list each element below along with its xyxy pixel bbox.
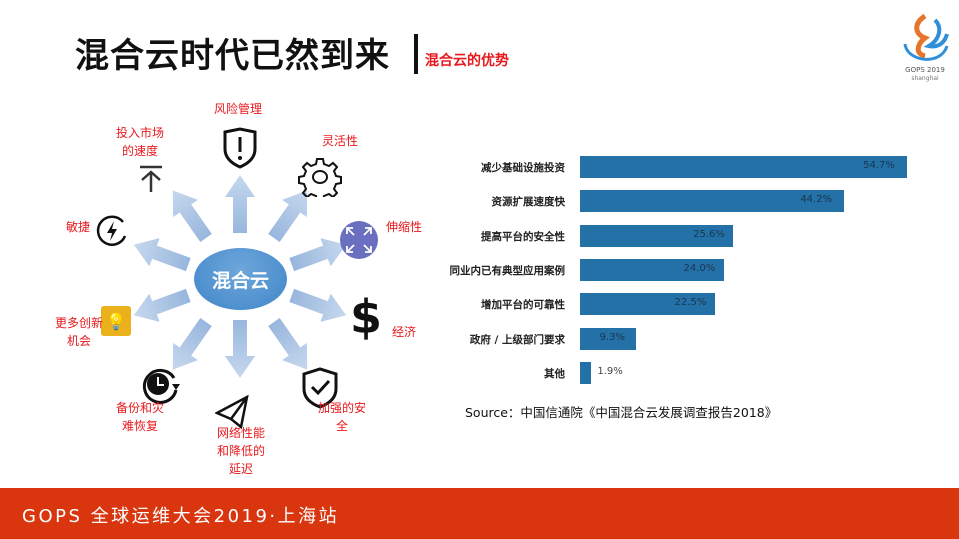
footer-bar: GOPS 全球运维大会2019·上海站	[0, 488, 959, 539]
bar	[580, 327, 636, 350]
bar-chart: 减少基础设施投资 54.7% 资源扩展速度快 44.2% 提高平台的安全性 25.6% 同业…	[420, 150, 930, 390]
label-scalability: 伸缩性	[386, 220, 423, 234]
gear-icon	[298, 158, 342, 197]
category-label: 其他	[544, 367, 565, 380]
upload-arrow-icon	[140, 165, 162, 192]
category-label: 政府 / 上级部门要求	[469, 333, 565, 346]
label-agility: 敏捷	[66, 220, 91, 234]
data-label: 24.0%	[683, 262, 716, 274]
lightning-circle-icon	[96, 215, 127, 246]
data-label: 25.6%	[693, 228, 725, 240]
arrow-1	[268, 190, 308, 242]
arrow-6	[172, 318, 212, 370]
bar	[580, 156, 908, 178]
data-label: 9.3%	[599, 331, 626, 343]
hybrid-cloud-diagram: 混合云 $ 💡 风险管理 灵活性 伸缩性 经济 加强的安全 网络性能和降低的延迟…	[0, 0, 480, 488]
page-title: 混合云时代已然到来	[75, 36, 390, 76]
label-flexibility: 灵活性	[322, 134, 359, 148]
bar	[580, 190, 845, 213]
arrow-9	[172, 190, 212, 242]
data-label: 44.2%	[800, 194, 833, 206]
hybrid-cloud-hub: 混合云	[194, 248, 287, 310]
bar	[580, 361, 592, 384]
lightbulb-icon: 💡	[101, 306, 131, 336]
bar	[580, 258, 724, 281]
title-divider	[414, 34, 418, 74]
svg-text:GOPS 2019: GOPS 2019	[905, 66, 945, 74]
label-backup-recovery: 备份和灾难恢复	[115, 401, 164, 433]
arrow-0	[225, 175, 255, 233]
arrow-4	[268, 318, 308, 370]
data-label: 54.7%	[863, 160, 895, 171]
arrows-layer	[133, 175, 347, 378]
label-network-performance: 网络性能和降低的延迟	[216, 426, 265, 476]
bar	[580, 224, 734, 247]
shield-check-icon	[302, 367, 338, 409]
label-time-to-market: 投入市场的速度	[115, 126, 164, 158]
label-economy: 经济	[392, 325, 417, 339]
svg-text:shanghai: shanghai	[911, 75, 939, 82]
arrow-2	[289, 238, 347, 272]
bar	[580, 293, 715, 316]
category-label: 增加平台的可靠性	[481, 299, 565, 312]
category-label: 减少基础设施投资	[481, 162, 565, 174]
arrow-7	[133, 288, 191, 322]
arrow-8	[133, 238, 191, 272]
label-innovation: 更多创新机会	[54, 316, 103, 348]
clock-refresh-icon	[142, 368, 180, 404]
arrow-5	[225, 320, 255, 378]
label-risk-management: 风险管理	[214, 102, 263, 116]
data-label: 22.5%	[674, 297, 707, 309]
source-note: Source：中国信通院《中国混合云发展调查报告2018》	[465, 405, 778, 420]
paper-plane-icon	[215, 395, 249, 430]
dollar-icon: $	[350, 290, 383, 344]
page-subtitle: 混合云的优势	[425, 53, 509, 69]
shield-exclamation-icon	[223, 127, 257, 169]
footer-text: GOPS 全球运维大会2019·上海站	[22, 506, 340, 527]
arrow-3	[289, 288, 347, 322]
category-label: 同业内已有典型应用案例	[449, 264, 566, 277]
category-label: 提高平台的安全性	[481, 230, 565, 243]
label-enhanced-security: 加强的安全	[317, 401, 366, 433]
category-label: 资源扩展速度快	[491, 196, 566, 209]
expand-arrows-icon	[340, 221, 378, 259]
data-label: 1.9%	[597, 365, 623, 377]
gops-logo: GOPS 2019 shanghai	[903, 13, 949, 82]
